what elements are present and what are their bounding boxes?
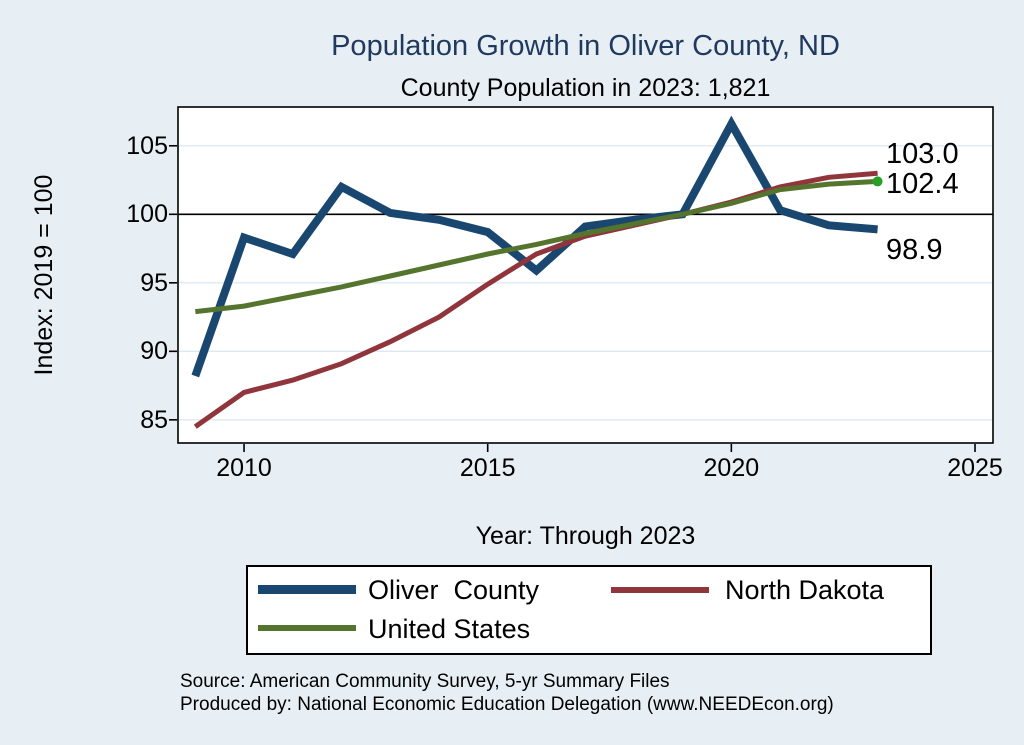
end-label-united-states: 102.4 xyxy=(886,168,959,200)
legend-swatch-oliver-county xyxy=(258,585,356,594)
legend-swatch-united-states xyxy=(258,625,356,631)
source-note: Source: American Community Survey, 5-yr … xyxy=(180,671,980,716)
x-tick-label-2010: 2010 xyxy=(216,454,272,482)
us-end-marker-dot xyxy=(872,176,883,187)
y-tick-label-85: 85 xyxy=(140,405,168,434)
plot-background xyxy=(178,107,993,443)
legend-box: Oliver County North Dakota United States xyxy=(246,565,932,655)
legend-label-united-states: United States xyxy=(368,614,531,644)
source-line-1: Source: American Community Survey, 5-yr … xyxy=(180,671,670,692)
chart-subtitle: County Population in 2023: 1,821 xyxy=(400,74,771,102)
y-tick-label-95: 95 xyxy=(140,268,168,297)
legend-label-oliver-county: Oliver County xyxy=(368,575,540,605)
end-label-north-dakota: 103.0 xyxy=(886,138,959,170)
y-tick-label-105: 105 xyxy=(126,131,168,160)
series-line-oliver-county xyxy=(191,115,878,378)
series-line-united-states xyxy=(195,178,878,315)
y-axis-title: Index: 2019 = 100 xyxy=(30,174,58,376)
legend-swatch-north-dakota xyxy=(611,587,709,593)
plot-border xyxy=(177,106,994,444)
x-tick-label-2025: 2025 xyxy=(947,454,1003,482)
x-axis-title: Year: Through 2023 xyxy=(475,522,696,550)
chart-title: Population Growth in Oliver County, ND xyxy=(331,30,840,62)
y-tick-label-90: 90 xyxy=(140,337,168,366)
x-tick-label-2020: 2020 xyxy=(703,454,760,482)
source-line-2: Produced by: National Economic Education… xyxy=(180,693,834,715)
x-tick-label-2015: 2015 xyxy=(459,454,516,482)
end-label-oliver-county: 98.9 xyxy=(886,234,943,266)
y-tick-label-100: 100 xyxy=(126,200,168,229)
legend-label-north-dakota: North Dakota xyxy=(725,575,885,605)
